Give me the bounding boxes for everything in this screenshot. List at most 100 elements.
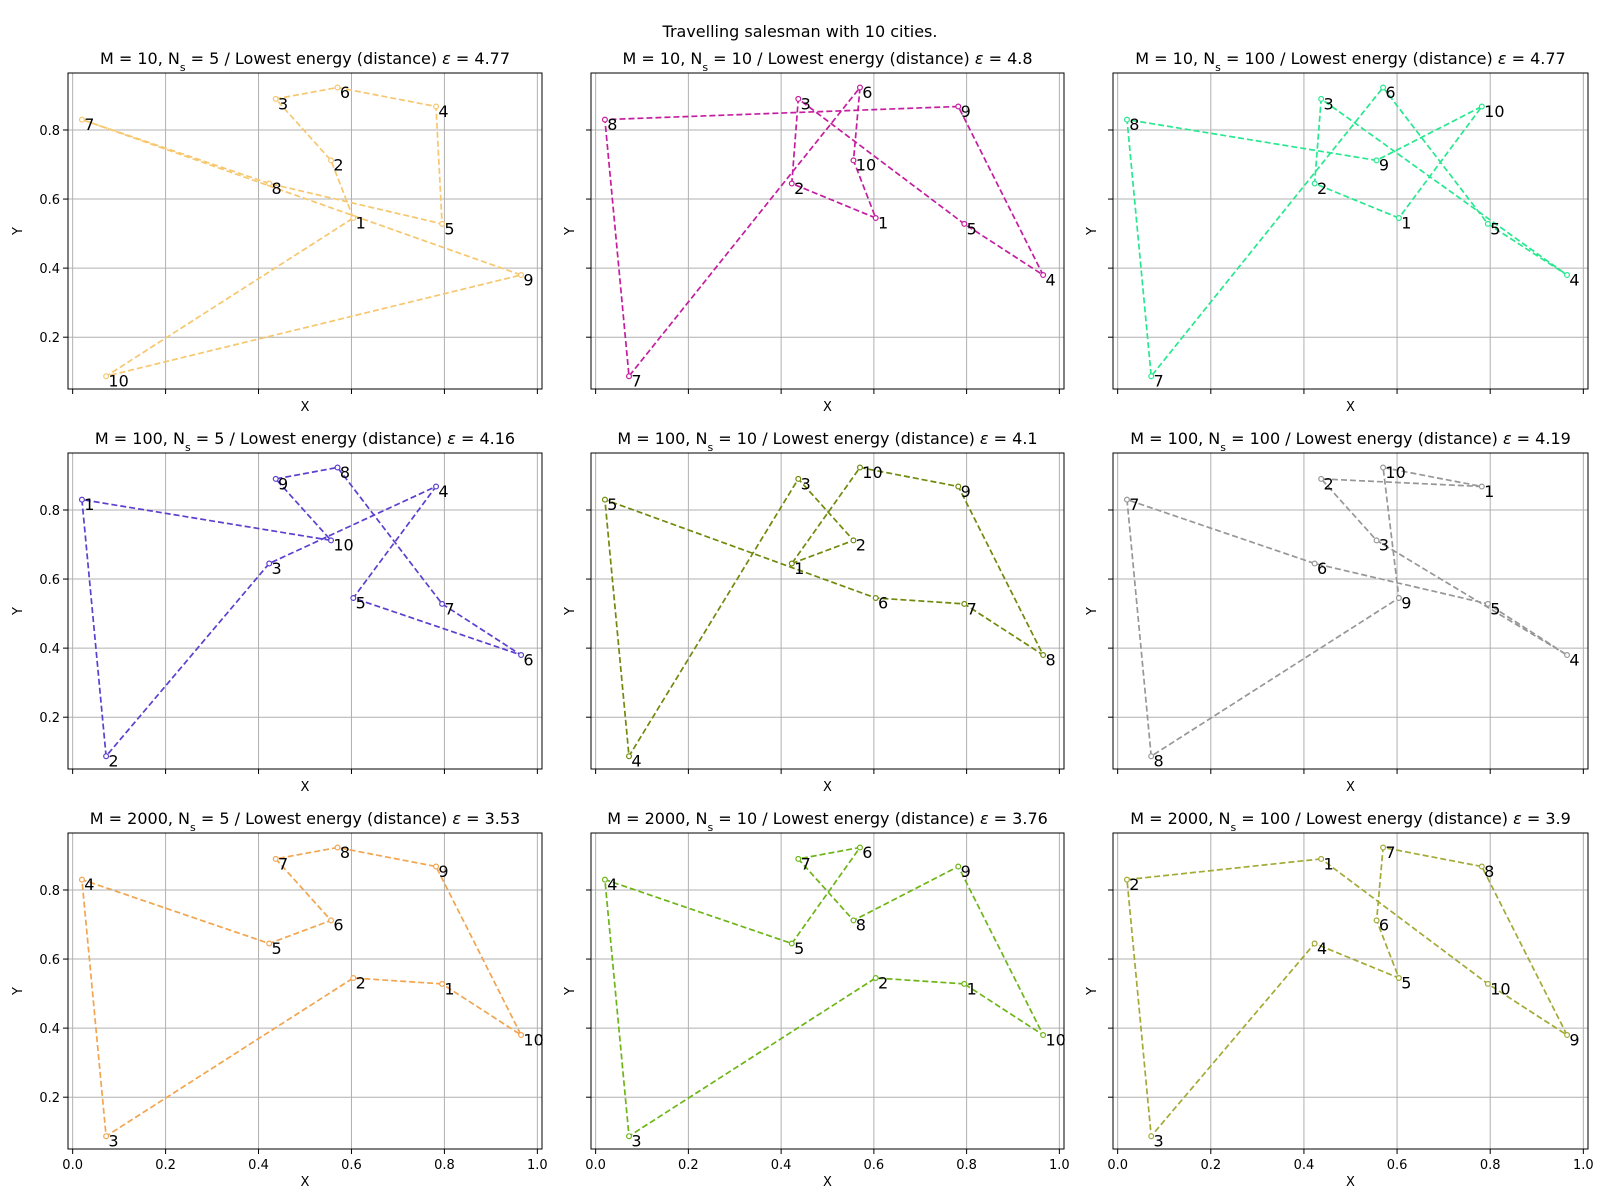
subplot-title-part: M = 10, N	[1135, 49, 1215, 68]
city-label: 10	[856, 156, 876, 175]
city-point	[1564, 272, 1571, 279]
subplot-title-part: = 5 / Lowest energy (distance)	[191, 429, 448, 448]
city-label: 8	[1154, 752, 1164, 771]
x-axis-label: X	[1346, 1175, 1355, 1190]
city-label: 6	[333, 916, 343, 935]
city-label: 4	[1317, 939, 1327, 958]
city-point	[350, 975, 357, 982]
city-point	[78, 116, 85, 123]
axes-frame	[590, 452, 1065, 770]
city-label: 2	[856, 536, 866, 555]
city-label: 7	[1385, 843, 1395, 862]
city-point	[103, 1133, 110, 1140]
city-label: 1	[1323, 854, 1333, 873]
city-label: 5	[1490, 219, 1500, 238]
y-axis-label: Y	[11, 987, 26, 996]
axes-frame	[590, 832, 1065, 1150]
subplot-title-part: = 100 / Lowest energy (distance)	[1221, 49, 1498, 68]
subplot-title-part: = 5 / Lowest energy (distance)	[186, 49, 443, 68]
subplot-title-part: ε	[975, 49, 984, 68]
x-tick-label: 1.0	[1573, 1158, 1594, 1173]
route-line	[1126, 86, 1568, 379]
y-tick-label: 0.4	[39, 262, 60, 277]
city-point	[266, 180, 273, 187]
city-point	[601, 116, 608, 123]
city-point	[961, 220, 968, 227]
city-label: 3	[1379, 536, 1389, 555]
city-point	[78, 876, 85, 883]
y-tick-label: 0.8	[39, 124, 60, 139]
city-point	[78, 496, 85, 503]
y-tick-label: 0.8	[39, 884, 60, 899]
city-point	[1478, 483, 1485, 490]
subplot-2: 1 2 3 5 4 9 8 7 6 10 M = 10, Ns = 10 / Lowest ener…	[563, 49, 1065, 415]
subplot-title-part: = 4.19	[1512, 429, 1571, 448]
city-point	[1564, 652, 1571, 659]
x-tick-label: 0.4	[248, 1158, 269, 1173]
city-label: 8	[340, 843, 350, 862]
city-label: 5	[967, 219, 977, 238]
city-label: 2	[356, 973, 366, 992]
city-label: 8	[272, 179, 282, 198]
city-label: 3	[1323, 94, 1333, 113]
subplot-9: 0.0 0.2 0.4 0.6 0.8 1.0 1 2 3 4 5 6 7 8 9 10 M = 2000, N…	[1085, 809, 1594, 1190]
city-point	[1318, 95, 1325, 102]
y-axis-label: Y	[1085, 227, 1100, 236]
city-point	[1395, 215, 1402, 222]
subplot-title-part: = 3.76	[989, 809, 1048, 828]
subplot-title-part: s	[1230, 821, 1236, 834]
city-point	[433, 863, 440, 870]
route-line	[81, 86, 525, 378]
axes-frame	[67, 72, 543, 390]
city-point	[433, 103, 440, 110]
city-label: 10	[1490, 979, 1510, 998]
subplot-title-part: s	[190, 821, 196, 834]
subplot-title-part: s	[702, 61, 708, 74]
city-label: 5	[1490, 599, 1500, 618]
x-axis-label: X	[1346, 400, 1355, 415]
city-label: 5	[272, 939, 282, 958]
y-axis-label: Y	[563, 987, 578, 996]
city-point	[795, 855, 802, 862]
city-label: 1	[794, 559, 804, 578]
city-label: 6	[340, 83, 350, 102]
city-point	[1311, 180, 1318, 187]
city-point	[272, 475, 279, 482]
city-point	[1123, 496, 1130, 503]
subplot-6: 1 2 3 4 5 6 7 8 9 10 M = 100, Ns = 100 / Lowest en…	[1085, 429, 1589, 795]
city-label: 1	[1484, 482, 1494, 501]
x-tick-label: 1.0	[527, 1158, 548, 1173]
subplot-title: M = 2000, Ns = 5 / Lowest energy (distan…	[90, 809, 520, 834]
city-label: 9	[1401, 593, 1411, 612]
city-point	[328, 157, 335, 164]
subplot-title: M = 10, Ns = 100 / Lowest energy (distan…	[1135, 49, 1565, 74]
city-point	[1395, 975, 1402, 982]
city-label: 10	[333, 536, 353, 555]
city-point	[856, 464, 863, 471]
subplot-title-part: s	[707, 441, 713, 454]
city-point	[103, 753, 110, 760]
city-label: 10	[1385, 463, 1405, 482]
city-label: 5	[607, 495, 617, 514]
subplot-title-part: s	[180, 61, 186, 74]
city-label: 8	[340, 463, 350, 482]
city-label: 3	[801, 474, 811, 493]
x-axis-label: X	[301, 1175, 310, 1190]
city-label: 3	[631, 1132, 641, 1151]
city-label: 10	[1484, 102, 1504, 121]
x-tick-label: 0.0	[62, 1158, 83, 1173]
x-tick-label: 0.8	[434, 1158, 455, 1173]
subplot-title-part: = 100 / Lowest energy (distance)	[1226, 429, 1503, 448]
city-point	[955, 483, 962, 490]
subplot-title-part: M = 100, N	[1130, 429, 1220, 448]
city-label: 3	[1154, 1132, 1164, 1151]
city-label: 2	[878, 973, 888, 992]
city-point	[439, 980, 446, 987]
city-label: 3	[278, 94, 288, 113]
city-label: 6	[1317, 559, 1327, 578]
subplot-title-part: = 4.8	[984, 49, 1033, 68]
city-point	[1373, 917, 1380, 924]
city-label: 9	[1379, 156, 1389, 175]
city-label: 1	[1401, 213, 1411, 232]
city-label: 3	[801, 94, 811, 113]
